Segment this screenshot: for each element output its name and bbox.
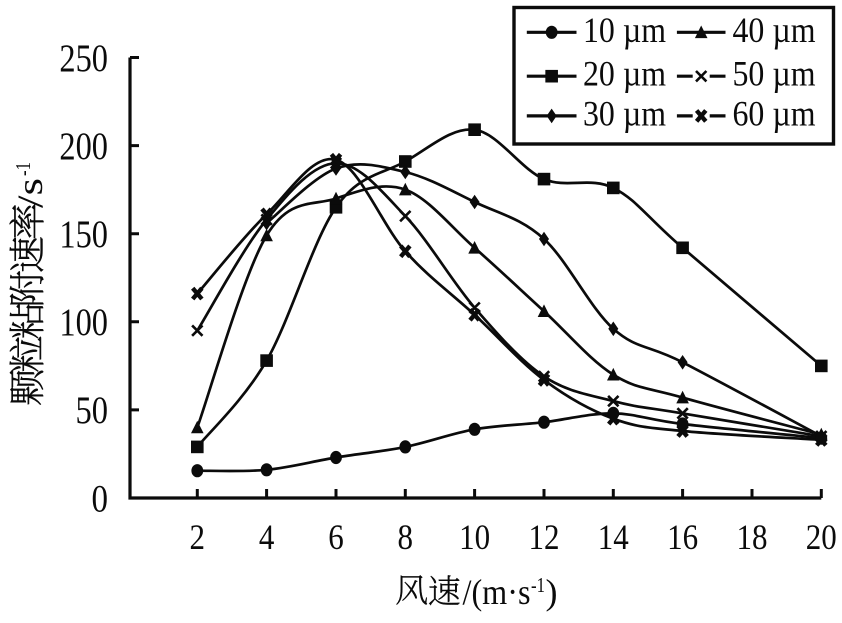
svg-text:50 µm: 50 µm: [733, 54, 816, 94]
svg-text:14: 14: [598, 517, 629, 557]
svg-text:/s: /s: [10, 178, 50, 208]
svg-text:30 µm: 30 µm: [583, 93, 666, 133]
svg-text:20 µm: 20 µm: [583, 54, 666, 94]
svg-text:10 µm: 10 µm: [583, 10, 666, 50]
svg-text:150: 150: [59, 213, 108, 256]
svg-text:20: 20: [806, 517, 837, 557]
svg-text:60 µm: 60 µm: [733, 93, 816, 133]
svg-text:100: 100: [59, 301, 108, 344]
svg-text:): ): [546, 572, 558, 612]
svg-text:12: 12: [529, 517, 560, 557]
svg-text:/(m·s: /(m·s: [463, 572, 531, 612]
svg-text:8: 8: [398, 517, 414, 557]
svg-text:0: 0: [92, 477, 109, 520]
svg-text:10: 10: [459, 517, 490, 557]
svg-text:6: 6: [328, 517, 344, 557]
svg-text:-1: -1: [11, 162, 35, 176]
svg-text:4: 4: [259, 517, 275, 557]
svg-text:200: 200: [59, 125, 108, 168]
svg-text:50: 50: [76, 389, 109, 432]
svg-text:2: 2: [190, 517, 206, 557]
svg-text:40 µm: 40 µm: [733, 10, 816, 50]
svg-text:18: 18: [737, 517, 768, 557]
svg-text:-1: -1: [531, 573, 545, 597]
svg-text:16: 16: [667, 517, 698, 557]
svg-text:250: 250: [59, 37, 108, 80]
